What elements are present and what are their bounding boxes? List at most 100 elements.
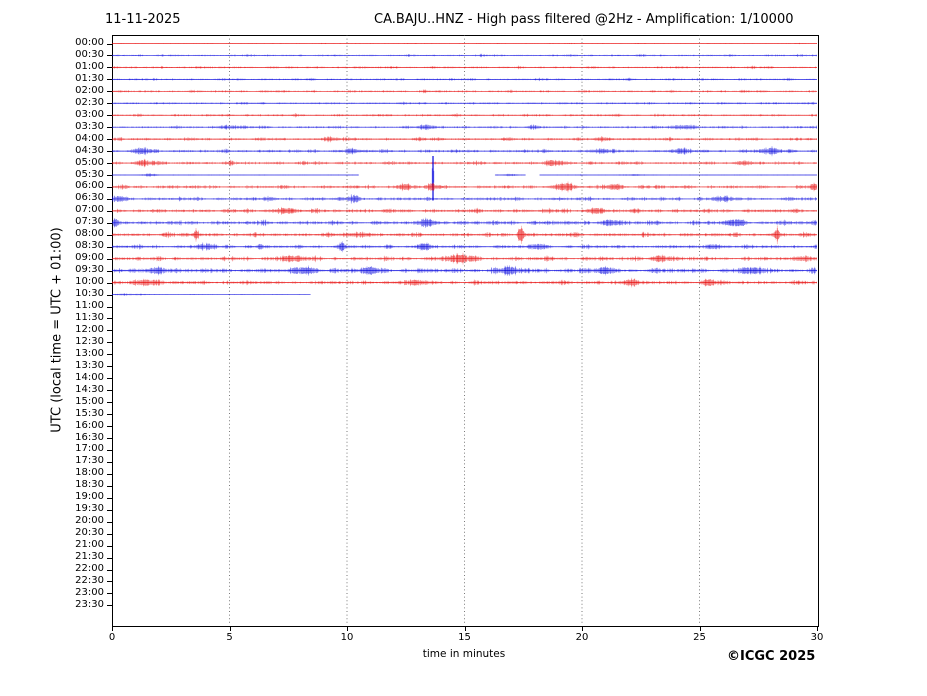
y-tick — [107, 199, 112, 200]
copyright-label: ©ICGC 2025 — [727, 649, 816, 664]
x-tick — [700, 626, 701, 631]
y-tick-label: 06:30 — [75, 192, 104, 204]
y-tick — [107, 342, 112, 343]
y-tick — [107, 438, 112, 439]
y-tick — [107, 354, 112, 355]
x-tick — [465, 626, 466, 631]
y-tick — [107, 79, 112, 80]
y-tick-label: 09:30 — [75, 264, 104, 276]
y-tick-label: 04:30 — [75, 144, 104, 156]
y-tick-label: 03:30 — [75, 120, 104, 132]
y-tick-label: 07:00 — [75, 204, 104, 216]
x-tick — [817, 626, 818, 631]
y-tick — [107, 151, 112, 152]
y-tick — [107, 67, 112, 68]
y-tick — [107, 402, 112, 403]
y-tick-label: 05:00 — [75, 156, 104, 168]
y-tick-label: 03:00 — [75, 108, 104, 120]
y-tick — [107, 534, 112, 535]
y-tick-label: 18:00 — [75, 467, 104, 479]
y-tick — [107, 307, 112, 308]
y-tick — [107, 139, 112, 140]
y-tick — [107, 55, 112, 56]
y-tick-label: 13:00 — [75, 347, 104, 359]
y-tick-label: 20:00 — [75, 515, 104, 527]
y-tick-label: 16:30 — [75, 431, 104, 443]
y-tick-label: 02:30 — [75, 96, 104, 108]
y-tick — [107, 462, 112, 463]
y-tick-label: 08:30 — [75, 240, 104, 252]
y-tick — [107, 115, 112, 116]
y-tick-label: 18:30 — [75, 479, 104, 491]
y-tick-label: 22:00 — [75, 563, 104, 575]
y-tick — [107, 271, 112, 272]
x-tick — [112, 626, 113, 631]
x-tick-label: 20 — [575, 632, 589, 643]
y-tick — [107, 91, 112, 92]
y-tick — [107, 498, 112, 499]
y-tick-label: 05:30 — [75, 168, 104, 180]
x-tick-label: 25 — [693, 632, 706, 643]
y-tick — [107, 235, 112, 236]
y-tick — [107, 127, 112, 128]
y-tick-label: 15:30 — [75, 407, 104, 419]
y-tick-label: 10:00 — [75, 276, 104, 288]
plot-title: CA.BAJU..HNZ - High pass filtered @2Hz -… — [374, 12, 794, 27]
y-tick-label: 19:30 — [75, 503, 104, 515]
y-tick-label: 12:30 — [75, 335, 104, 347]
x-tick — [582, 626, 583, 631]
y-tick-label: 21:30 — [75, 551, 104, 563]
y-tick-label: 23:00 — [75, 586, 104, 598]
y-tick-label: 19:00 — [75, 491, 104, 503]
y-tick — [107, 510, 112, 511]
y-tick-label: 10:30 — [75, 288, 104, 300]
x-tick — [347, 626, 348, 631]
y-tick-label: 17:30 — [75, 455, 104, 467]
y-tick — [107, 211, 112, 212]
seismogram-canvas — [112, 35, 817, 625]
x-tick-label: 0 — [108, 632, 116, 643]
y-tick-label: 06:00 — [75, 180, 104, 192]
y-tick — [107, 522, 112, 523]
y-tick-label: 14:30 — [75, 383, 104, 395]
y-tick — [107, 390, 112, 391]
y-tick — [107, 605, 112, 606]
y-tick — [107, 558, 112, 559]
x-tick-label: 15 — [458, 632, 471, 643]
x-tick-label: 10 — [340, 632, 354, 643]
y-tick — [107, 546, 112, 547]
y-tick — [107, 44, 112, 45]
y-tick — [107, 283, 112, 284]
x-tick — [230, 626, 231, 631]
y-tick-label: 11:30 — [75, 311, 104, 323]
y-tick — [107, 474, 112, 475]
y-tick — [107, 318, 112, 319]
y-tick-label: 16:00 — [75, 419, 104, 431]
y-tick — [107, 581, 112, 582]
y-tick — [107, 450, 112, 451]
y-tick — [107, 414, 112, 415]
y-tick — [107, 330, 112, 331]
y-tick-label: 23:30 — [75, 598, 104, 610]
x-axis-label: time in minutes — [422, 648, 506, 660]
y-tick — [107, 223, 112, 224]
y-tick — [107, 247, 112, 248]
y-tick-label: 21:00 — [75, 539, 104, 551]
x-tick-label: 5 — [226, 632, 233, 643]
y-tick — [107, 366, 112, 367]
y-tick-label: 00:30 — [75, 48, 104, 60]
y-tick-label: 12:00 — [75, 323, 104, 335]
y-tick — [107, 175, 112, 176]
y-tick-label: 13:30 — [75, 359, 104, 371]
y-tick — [107, 426, 112, 427]
y-tick — [107, 570, 112, 571]
y-tick-label: 04:00 — [75, 132, 104, 144]
y-tick — [107, 378, 112, 379]
y-tick — [107, 295, 112, 296]
y-tick-label: 17:00 — [75, 443, 104, 455]
y-tick-label: 14:00 — [75, 371, 104, 383]
y-tick-label: 20:30 — [75, 527, 104, 539]
y-tick-label: 01:30 — [75, 72, 104, 84]
y-tick-label: 01:00 — [75, 60, 104, 72]
